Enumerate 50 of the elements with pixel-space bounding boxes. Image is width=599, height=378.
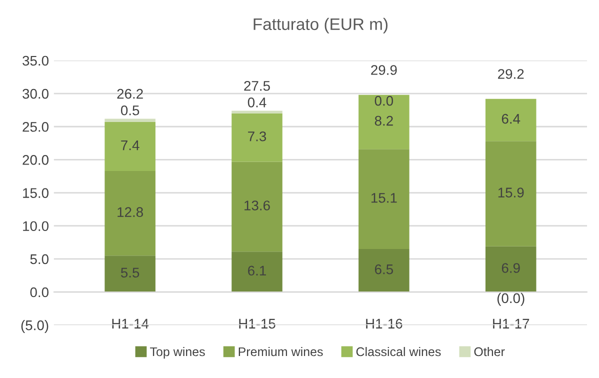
bar <box>232 252 282 292</box>
bar <box>232 110 282 114</box>
bar <box>104 170 156 256</box>
y-tick-label: 35.0 <box>22 56 49 66</box>
data-label: 6.4 <box>502 114 520 124</box>
data-label: 6.9 <box>502 263 520 273</box>
data-label: 6.1 <box>248 266 266 276</box>
x-tick-label: H1-15 <box>239 318 276 329</box>
data-label: 0.0 <box>374 96 394 106</box>
data-label: 6.5 <box>374 264 394 274</box>
bar <box>485 246 536 292</box>
data-label: 5.5 <box>120 268 140 278</box>
data-label: 15.9 <box>498 188 524 198</box>
y-tick-label: (5.0) <box>21 320 48 333</box>
total-label: 29.2 <box>498 69 524 79</box>
data-label: 12.8 <box>118 207 143 218</box>
bar <box>232 113 282 162</box>
y-tick-label: 20.0 <box>22 155 49 165</box>
y-tick-label: 0.0 <box>30 287 49 298</box>
chart-title: Fatturato (EUR m) <box>254 18 388 34</box>
x-tick-label: H1-17 <box>493 318 530 328</box>
total-label: 29.9 <box>371 65 397 75</box>
bar <box>358 94 410 150</box>
total-label: 26.2 <box>117 88 143 99</box>
data-label: 7.4 <box>121 140 140 150</box>
data-label: 7.3 <box>248 131 266 142</box>
data-label: 15.1 <box>371 193 397 203</box>
bar <box>485 141 536 246</box>
bar <box>104 256 156 292</box>
bar <box>232 162 282 252</box>
y-tick-label: 10.0 <box>23 221 49 232</box>
data-label: 0.5 <box>120 105 140 116</box>
data-label: 0.4 <box>248 98 266 108</box>
bar <box>485 98 536 142</box>
bar <box>358 249 410 292</box>
y-tick-label: 15.0 <box>23 188 49 198</box>
bar <box>358 149 410 250</box>
y-tick-label: 5.0 <box>30 254 49 264</box>
data-label: 13.6 <box>244 200 270 210</box>
data-label: (0.0) <box>497 292 524 306</box>
y-tick-label: 25.0 <box>22 122 49 132</box>
y-tick-label: 30.0 <box>22 88 49 99</box>
legend-label: Classical wines <box>356 346 441 356</box>
data-label: 8.2 <box>374 116 393 126</box>
bar <box>104 122 156 171</box>
legend-label: Other <box>474 346 505 356</box>
legend-label: Premium wines <box>238 346 323 356</box>
total-label: 27.5 <box>244 80 270 91</box>
bar <box>104 118 156 122</box>
legend-label: Top wines <box>150 346 205 359</box>
